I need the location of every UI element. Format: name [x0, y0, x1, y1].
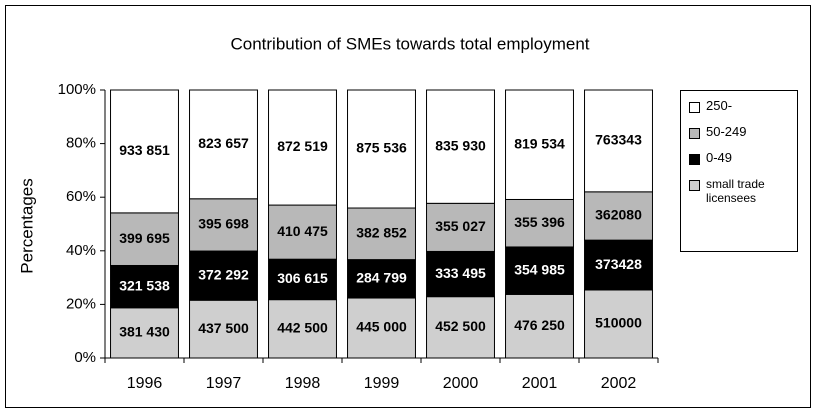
bar-segment	[268, 299, 337, 359]
y-tick-label: 0%	[74, 349, 96, 366]
chart-title: Contribution of SMEs towards total emplo…	[230, 34, 589, 53]
data-label: 381 430	[119, 324, 170, 340]
data-label: 442 500	[277, 320, 328, 336]
bar-segment	[426, 202, 495, 252]
data-label: 321 538	[119, 277, 170, 293]
x-tick-label: 1997	[206, 375, 242, 392]
bar-segment	[189, 89, 258, 200]
bar-segment	[110, 307, 179, 359]
x-tick-label: 2002	[601, 375, 637, 392]
data-label: 437 500	[198, 320, 249, 336]
x-tick-label: 2000	[443, 375, 479, 392]
data-label: 362080	[595, 207, 642, 223]
bar-segment	[584, 289, 653, 359]
bar-segment	[505, 246, 574, 295]
data-label: 835 930	[435, 137, 486, 153]
data-label: 823 657	[198, 135, 249, 151]
bar-segment	[505, 293, 574, 359]
bar-segment	[505, 89, 574, 200]
data-label: 382 852	[356, 225, 407, 241]
legend-item: 0-49	[689, 151, 793, 165]
legend-label: 250-	[706, 98, 733, 113]
data-label: 306 615	[277, 270, 328, 286]
y-axis-label: Percentages	[17, 178, 36, 273]
data-label: 355 027	[435, 218, 486, 234]
bar-segment	[268, 258, 337, 301]
data-label: 763343	[595, 132, 642, 148]
y-tick-label: 60%	[66, 188, 96, 205]
legend-label: small trade licensees	[706, 177, 765, 205]
x-tick-label: 2001	[522, 375, 558, 392]
data-label: 372 292	[198, 266, 249, 282]
bar-segment	[347, 89, 416, 209]
y-tick-label: 40%	[66, 242, 96, 259]
data-label: 355 396	[514, 214, 565, 230]
legend-item: 250-	[689, 99, 793, 113]
legend-swatch	[689, 102, 700, 113]
bar-segment	[189, 250, 258, 301]
bar-segment	[268, 89, 337, 206]
data-label: 399 695	[119, 230, 170, 246]
legend-label: 0-49	[706, 150, 733, 165]
data-label: 373428	[595, 256, 642, 272]
bar-segment	[347, 259, 416, 299]
data-label: 875 536	[356, 140, 407, 156]
x-tick-label: 1996	[127, 375, 163, 392]
data-label: 510000	[595, 315, 642, 331]
bar-segment	[347, 207, 416, 261]
x-tick-label: 1999	[364, 375, 400, 392]
legend-item: small trade licensees	[689, 177, 793, 205]
bar-segment	[110, 212, 179, 266]
x-tick-label: 1998	[285, 375, 321, 392]
data-label: 445 000	[356, 319, 407, 335]
y-tick-label: 80%	[66, 135, 96, 152]
legend-swatch	[689, 154, 700, 165]
data-label: 476 250	[514, 317, 565, 333]
data-label: 410 475	[277, 223, 328, 239]
data-label: 395 698	[198, 216, 249, 232]
data-label: 354 985	[514, 261, 565, 277]
bar-segment	[426, 89, 495, 204]
bar-segment	[584, 239, 653, 291]
data-label: 872 519	[277, 138, 328, 154]
data-label: 333 495	[435, 265, 486, 281]
y-tick-label: 20%	[66, 295, 96, 312]
legend-label: 50-249	[706, 124, 747, 139]
data-label: 933 851	[119, 142, 170, 158]
bar-segment	[584, 89, 653, 193]
bar-segment	[110, 89, 179, 214]
bar-segment	[268, 204, 337, 260]
bar-segment	[347, 297, 416, 359]
y-tick-label: 100%	[58, 81, 96, 98]
legend: 250- 50-249 0-49 small trade licensees	[680, 90, 798, 252]
legend-item: 50-249	[689, 125, 793, 139]
bar-segment	[505, 198, 574, 248]
data-label: 452 500	[435, 318, 486, 334]
legend-swatch	[689, 128, 700, 139]
data-label: 284 799	[356, 270, 407, 286]
data-label: 819 534	[514, 135, 565, 151]
legend-swatch	[689, 180, 700, 191]
